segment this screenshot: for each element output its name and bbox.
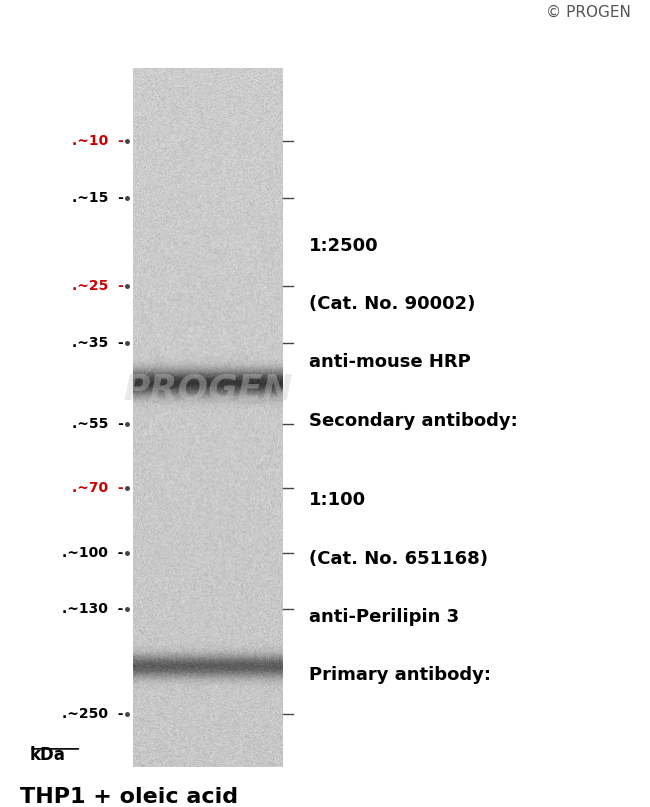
- Text: THP1 + oleic acid: THP1 + oleic acid: [20, 787, 238, 807]
- Text: .~70  -: .~70 -: [72, 481, 124, 495]
- Text: anti-mouse HRP: anti-mouse HRP: [309, 353, 471, 371]
- Text: .~15  -: .~15 -: [72, 190, 124, 205]
- Text: .~35  -: .~35 -: [72, 336, 124, 350]
- Text: kDa: kDa: [29, 746, 65, 764]
- Text: 1:2500: 1:2500: [309, 237, 378, 255]
- Text: .~10  -: .~10 -: [72, 134, 124, 148]
- Text: .~55  -: .~55 -: [72, 416, 124, 431]
- Text: .~100  -: .~100 -: [62, 546, 124, 560]
- Text: Secondary antibody:: Secondary antibody:: [309, 412, 517, 429]
- Text: PROGEN: PROGEN: [124, 372, 292, 407]
- Text: (Cat. No. 651168): (Cat. No. 651168): [309, 550, 488, 567]
- Text: .~25  -: .~25 -: [72, 279, 124, 294]
- Text: .~250  -: .~250 -: [62, 707, 124, 721]
- Text: 1:100: 1:100: [309, 491, 366, 509]
- Text: Primary antibody:: Primary antibody:: [309, 666, 491, 684]
- Text: (Cat. No. 90002): (Cat. No. 90002): [309, 295, 475, 313]
- Text: © PROGEN: © PROGEN: [545, 5, 630, 20]
- Text: anti-Perilipin 3: anti-Perilipin 3: [309, 608, 459, 625]
- Text: .~130  -: .~130 -: [62, 602, 124, 617]
